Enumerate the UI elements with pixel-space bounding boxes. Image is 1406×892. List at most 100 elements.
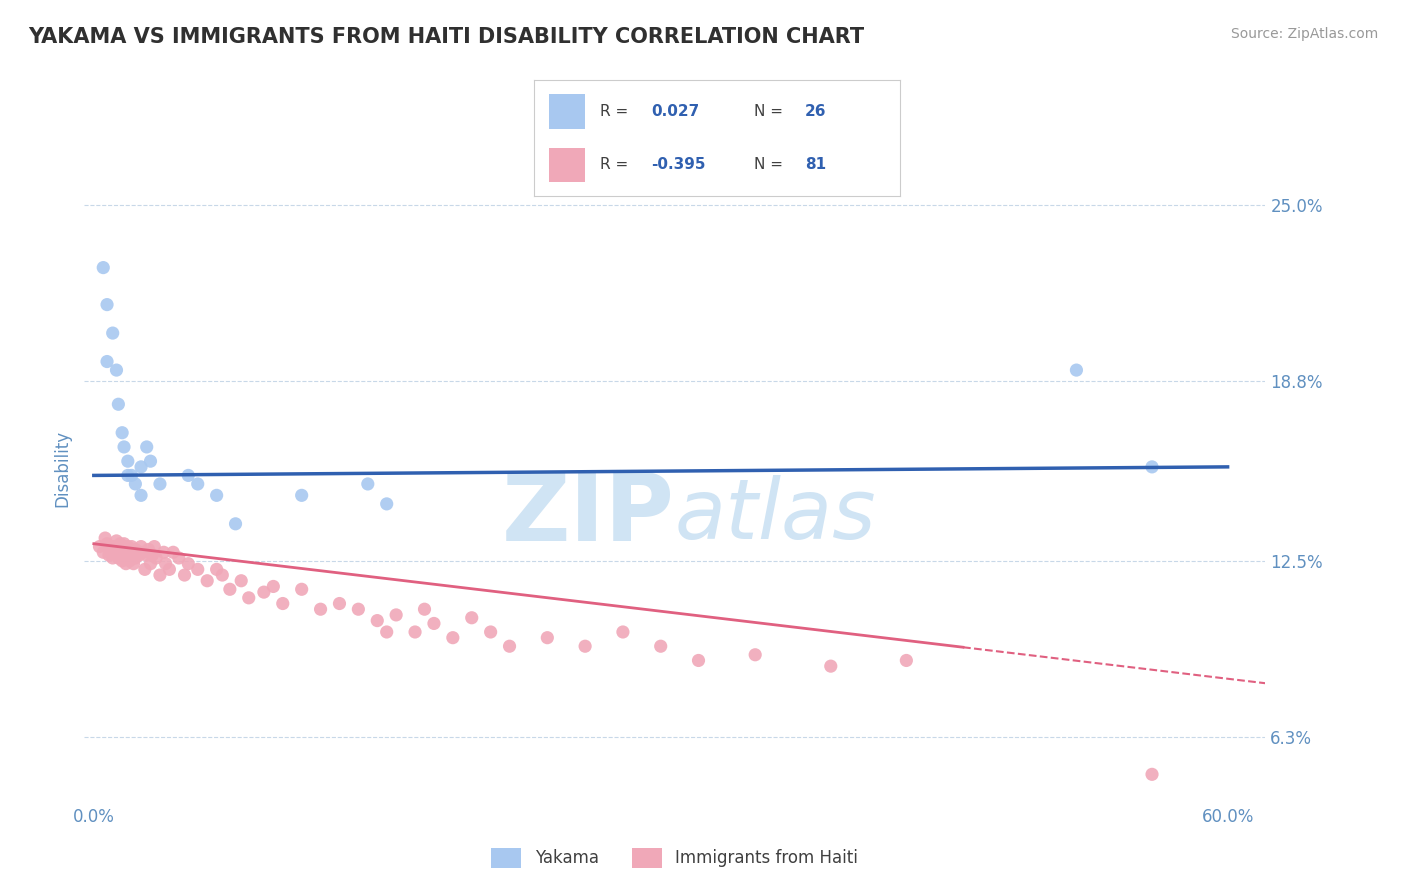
Point [107, 551, 129, 566]
Point [461, 611, 484, 625]
Point [100, 542, 122, 557]
Point [97, 548, 120, 562]
Point [744, 648, 766, 662]
Point [688, 653, 710, 667]
Text: YAKAMA VS IMMIGRANTS FROM HAITI DISABILITY CORRELATION CHART: YAKAMA VS IMMIGRANTS FROM HAITI DISABILI… [28, 27, 865, 46]
Point [157, 562, 180, 576]
Point [820, 659, 842, 673]
Point [101, 326, 124, 340]
Point [117, 540, 139, 554]
Point [94, 531, 117, 545]
Point [375, 625, 398, 640]
Text: atlas: atlas [675, 475, 876, 556]
Point [149, 477, 172, 491]
Point [105, 545, 128, 559]
Text: ZIP: ZIP [502, 469, 675, 561]
Point [134, 562, 156, 576]
Point [145, 551, 167, 566]
Point [118, 554, 141, 568]
Point [110, 537, 132, 551]
Point [112, 545, 135, 559]
Point [124, 477, 146, 491]
Point [498, 639, 520, 653]
Y-axis label: Disability: Disability [53, 430, 72, 507]
Text: 81: 81 [804, 157, 825, 172]
Point [173, 568, 195, 582]
Point [177, 468, 200, 483]
Point [115, 557, 138, 571]
Point [238, 591, 260, 605]
Point [149, 568, 172, 582]
Point [413, 602, 436, 616]
Point [91, 545, 114, 559]
Point [357, 477, 380, 491]
Point [375, 497, 398, 511]
Point [404, 625, 426, 640]
Point [139, 557, 162, 571]
Point [139, 454, 162, 468]
Text: N =: N = [754, 157, 787, 172]
Legend: Yakama, Immigrants from Haiti: Yakama, Immigrants from Haiti [485, 841, 865, 875]
Point [117, 454, 139, 468]
Point [896, 653, 918, 667]
Point [124, 542, 146, 557]
Point [1066, 363, 1088, 377]
Text: R =: R = [600, 157, 633, 172]
Point [155, 557, 177, 571]
Text: N =: N = [754, 104, 787, 120]
Text: -0.395: -0.395 [651, 157, 706, 172]
Point [107, 397, 129, 411]
Point [385, 607, 408, 622]
Point [211, 568, 233, 582]
Point [205, 488, 228, 502]
Point [1140, 767, 1163, 781]
Point [262, 579, 284, 593]
Point [118, 545, 141, 559]
Point [271, 597, 294, 611]
Point [128, 548, 150, 562]
FancyBboxPatch shape [548, 95, 585, 129]
Point [143, 540, 166, 554]
Point [423, 616, 446, 631]
Point [195, 574, 218, 588]
Point [121, 540, 143, 554]
Point [101, 540, 124, 554]
Point [101, 551, 124, 566]
Point [152, 545, 174, 559]
Point [536, 631, 558, 645]
Point [89, 540, 111, 554]
Point [138, 542, 160, 557]
Point [105, 363, 128, 377]
Point [205, 562, 228, 576]
Point [96, 354, 118, 368]
Point [91, 260, 114, 275]
Point [132, 545, 155, 559]
Point [612, 625, 634, 640]
Point [253, 585, 276, 599]
Text: 0.027: 0.027 [651, 104, 700, 120]
Point [117, 468, 139, 483]
Point [479, 625, 502, 640]
Point [162, 545, 184, 559]
Point [328, 597, 350, 611]
Point [124, 551, 146, 566]
Point [96, 297, 118, 311]
Point [110, 545, 132, 559]
Point [135, 548, 157, 562]
Point [111, 425, 134, 440]
Point [187, 477, 209, 491]
Point [129, 488, 152, 502]
Point [135, 440, 157, 454]
Point [441, 631, 464, 645]
Point [112, 440, 135, 454]
Point [218, 582, 240, 597]
Point [177, 557, 200, 571]
Point [309, 602, 332, 616]
Point [129, 459, 152, 474]
Point [129, 540, 152, 554]
Point [105, 533, 128, 548]
Point [96, 537, 118, 551]
Point [111, 542, 134, 557]
Point [650, 639, 672, 653]
Point [104, 540, 127, 554]
